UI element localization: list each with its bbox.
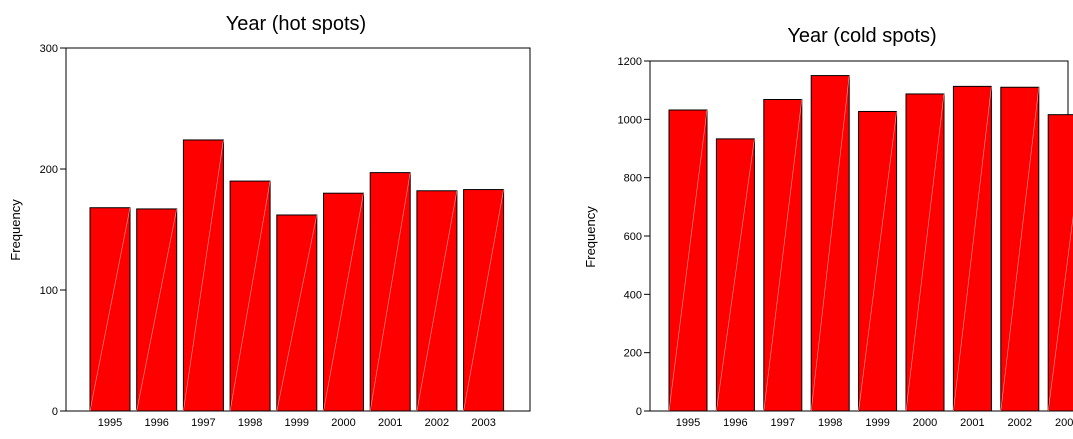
bar-shade-line — [905, 93, 945, 412]
y-tick-label: 200 — [40, 164, 58, 176]
x-tick-label: 2000 — [913, 417, 937, 429]
bar-shade-line — [1047, 215, 1073, 412]
bar-shade-line — [323, 193, 364, 412]
x-tick-label: 1996 — [144, 417, 168, 429]
bar-shade-line — [276, 214, 318, 412]
y-tick-label: 1200 — [618, 56, 642, 68]
y-axis-label: Frequency — [8, 199, 23, 261]
bar-shade-line — [369, 172, 411, 412]
x-tick-label: 2002 — [1008, 417, 1032, 429]
x-tick-label: 2003 — [1055, 417, 1073, 429]
bar-shade-line — [763, 99, 803, 412]
x-tick-label: 2000 — [331, 417, 355, 429]
x-tick-label: 1998 — [818, 417, 842, 429]
y-tick-label: 300 — [40, 43, 58, 55]
hot-spots-chart-svg: Year (hot spots) Frequency 0 100 200 300 199… — [8, 13, 531, 429]
x-tick-label: 1997 — [191, 417, 215, 429]
bar-shade-line — [229, 181, 271, 412]
x-tick-label: 1999 — [285, 417, 309, 429]
y-tick-label: 100 — [40, 285, 58, 297]
chart-title: Year (hot spots) — [226, 13, 366, 35]
x-tick-label: 1998 — [238, 417, 262, 429]
bar-shade-line — [89, 207, 131, 412]
bar-shade-line — [416, 190, 458, 412]
cold-spots-chart: Year (cold spots) Frequency 0 200 400 600 80… — [536, 0, 1073, 434]
bar-shade-line — [953, 86, 992, 412]
x-tick-label: 1999 — [865, 417, 889, 429]
bar-2003 — [1047, 114, 1073, 412]
y-tick-label: 800 — [624, 173, 642, 185]
y-tick-label: 600 — [624, 231, 642, 243]
bar-shade-line — [668, 109, 708, 412]
bar-shade-line — [463, 189, 504, 412]
bar-shade-line — [136, 208, 177, 412]
x-tick-label: 2002 — [425, 417, 449, 429]
y-tick-label: 400 — [624, 289, 642, 301]
x-tick-label: 1995 — [676, 417, 700, 429]
x-tick-label: 1996 — [723, 417, 747, 429]
y-tick-label: 0 — [636, 406, 642, 418]
bar-shade-line — [858, 111, 897, 412]
cold-spots-chart-svg: Year (cold spots) Frequency 0 200 400 600 80… — [583, 25, 1073, 429]
x-tick-label: 1997 — [771, 417, 795, 429]
y-tick-label: 1000 — [618, 114, 642, 126]
y-tick-label: 200 — [624, 348, 642, 360]
y-tick-label: 0 — [52, 406, 58, 418]
bar-shade-line — [810, 75, 850, 412]
x-tick-label: 1995 — [98, 417, 122, 429]
plot-area: 0 100 200 300 1995 1996 1997 1998 1999 2000 2001 20… — [40, 43, 531, 429]
x-tick-label: 2001 — [960, 417, 984, 429]
chart-title: Year (cold spots) — [787, 25, 936, 47]
x-tick-label: 2001 — [378, 417, 402, 429]
x-tick-label: 2003 — [471, 417, 495, 429]
bar-shade-line — [1000, 87, 1040, 412]
bar-shade-line — [716, 138, 755, 412]
plot-area: 0 200 400 600 800 1000 1200 1995 1996 1997 1998 199… — [618, 56, 1073, 429]
hot-spots-chart: Year (hot spots) Frequency 0 100 200 300 199… — [0, 0, 536, 434]
bar-shade-line — [183, 139, 224, 412]
y-axis-label: Frequency — [583, 206, 598, 268]
